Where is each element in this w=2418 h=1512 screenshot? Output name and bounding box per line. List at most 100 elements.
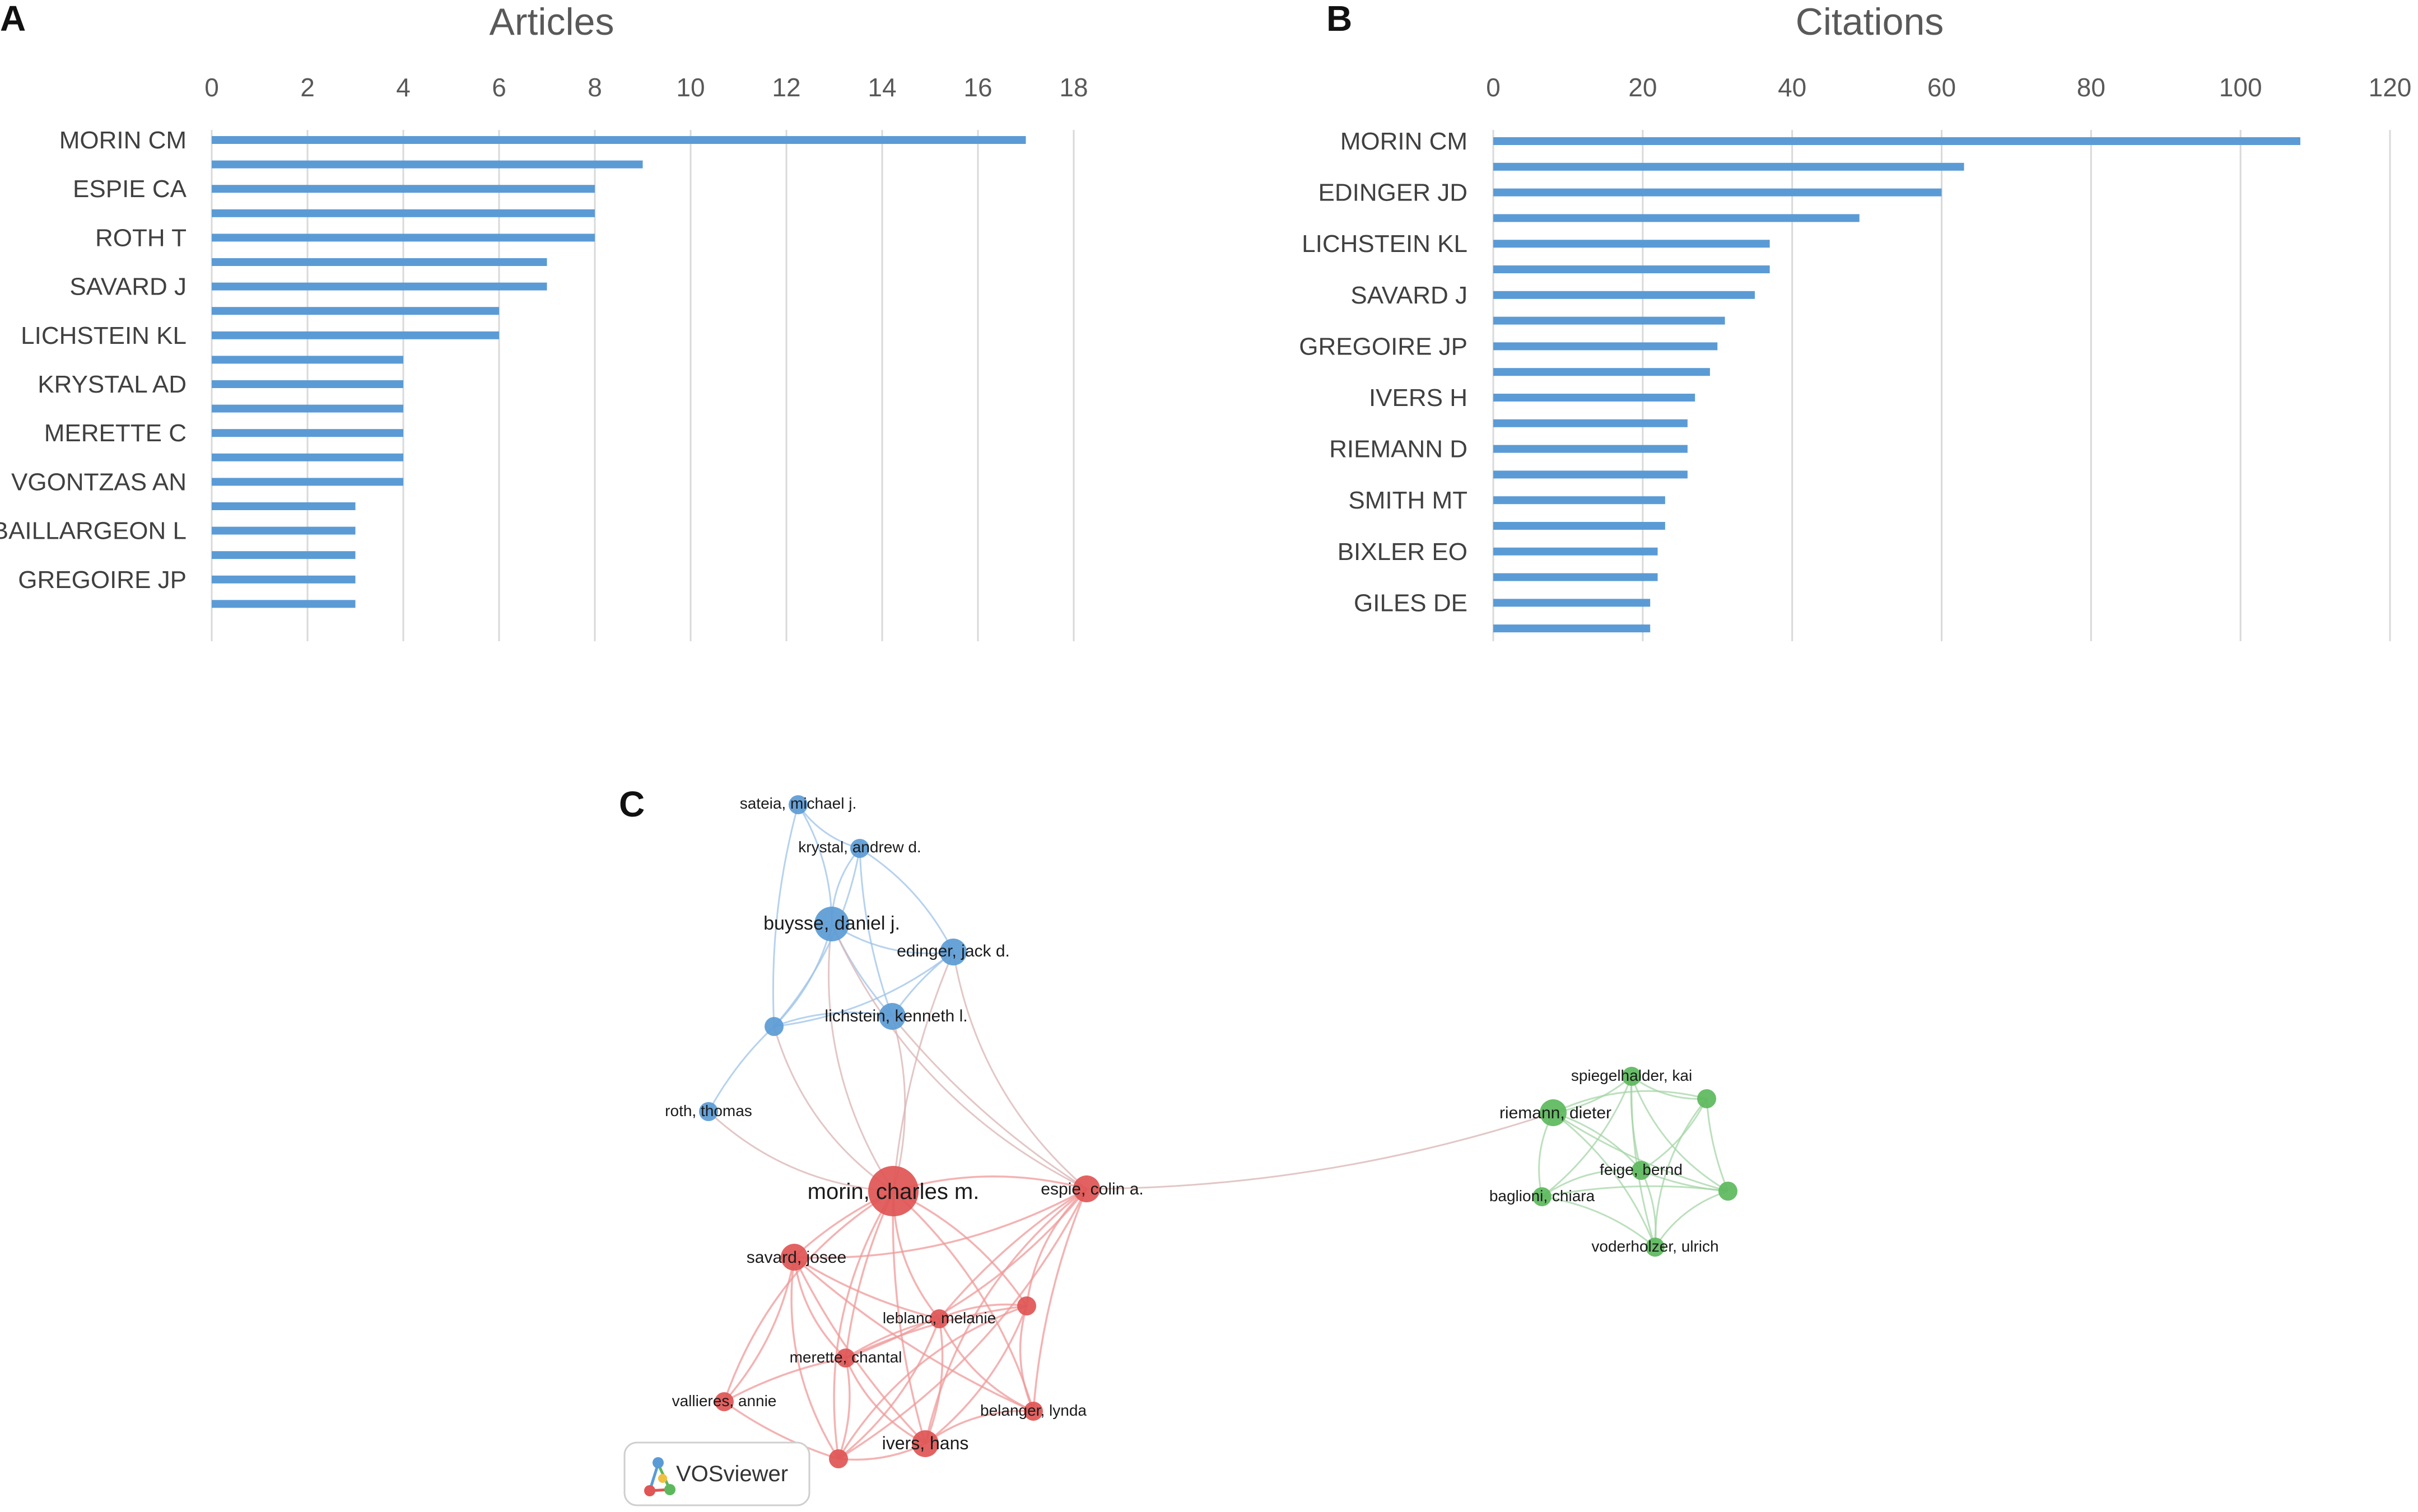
network-node-label: lichstein, kenneth l. [824,1007,967,1025]
citations-bar [1493,470,1688,479]
network-node [1718,1182,1737,1201]
citations-bar [1493,291,1755,299]
network-node-label: edinger, jack d. [897,942,1010,960]
network-node [781,1244,808,1271]
citations-bar [1493,624,1651,633]
articles-bar [212,478,403,486]
articles-category-label: VGONTZAS AN [11,468,187,496]
citations-x-tick-label: 100 [2219,73,2262,102]
network-edge [891,1016,1087,1190]
citations-chart-title: Citations [1796,1,1944,43]
network-node [789,795,808,814]
network-edge [723,1401,839,1460]
citations-bar [1493,547,1658,556]
network-edge [1553,1090,1707,1114]
network-edge [837,1357,851,1459]
articles-bar [212,282,547,291]
network-edge [1032,1188,1088,1412]
articles-chart: A Articles 0 2 4 6 8 10 12 14 16 18 MORIN CM ESPIE… [0,0,1088,641]
network-edge [892,1190,1035,1412]
coauthorship-network: C sateia, michael j. krystal, andrew d. bu… [619,784,1737,1506]
articles-bar [212,356,403,364]
articles-category-label: BAILLARGEON L [0,517,187,545]
network-node [879,1003,906,1030]
citations-bar [1493,445,1688,453]
articles-chart-title: Articles [490,1,614,43]
network-edge [1553,1112,1729,1192]
network-edge [938,1188,1087,1320]
network-edge [924,1410,1034,1445]
network-node [1017,1296,1036,1315]
citations-bar [1493,573,1658,581]
network-edge [952,951,1087,1190]
articles-category-label: MORIN CM [59,127,187,154]
articles-x-tick-label: 2 [300,73,315,102]
citations-x-tick-label: 40 [1778,73,1806,102]
articles-x-tick-label: 16 [963,73,992,102]
network-node [836,1348,855,1368]
citations-category-label: RIEMANN D [1329,436,1467,463]
network-edge [724,1357,846,1403]
articles-bar [212,136,1026,144]
network-node [1697,1089,1716,1108]
network-edge [833,1191,894,1459]
network-node [1024,1402,1043,1421]
articles-x-tick-label: 8 [588,73,602,102]
network-edge [707,1110,894,1192]
citations-bar [1493,522,1665,530]
network-edge [794,1256,940,1320]
network-node-label: merette, chantal [790,1348,902,1366]
citations-chart: B Citations 0 20 40 60 80 100 120 MORIN CM EDIN… [1299,0,2411,641]
network-node [715,1392,734,1411]
articles-bar [212,429,403,437]
network-node [1632,1161,1651,1180]
network-node [940,939,967,965]
network-node-label: leblanc, melanie [883,1309,996,1327]
articles-category-label: LICHSTEIN KL [21,322,187,349]
vosviewer-logo: VOSviewer [623,1441,810,1506]
articles-x-tick-label: 12 [772,73,800,102]
network-edge [845,1188,1088,1359]
network-node-label: espie, colin a. [1041,1180,1143,1198]
network-node-label: roth, thomas [665,1102,752,1119]
articles-category-label: SAVARD J [69,273,187,301]
network-edge [1026,1188,1088,1306]
panel-letter-b: B [1326,0,1352,39]
citations-category-label: SAVARD J [1350,282,1467,309]
network-edge [892,951,954,1192]
network-edge [772,804,799,1027]
citations-category-label: GREGOIRE JP [1299,333,1467,360]
network-edge [774,1011,893,1028]
network-node-label: feige, bernd [1600,1161,1683,1178]
network-node [1646,1238,1665,1257]
network-edge [1641,1098,1708,1172]
network-edge [1654,1190,1729,1248]
citations-bar [1493,316,1725,325]
network-node-label: voderholzer, ulrich [1591,1238,1718,1255]
network-node [1532,1187,1552,1206]
articles-x-tick-label: 14 [868,73,896,102]
network-edge [831,923,1087,1190]
network-edge [1541,1185,1729,1198]
network-node-label: sateia, michael j. [740,795,857,812]
citations-bar [1493,368,1710,376]
panel-letter-a: A [0,0,26,39]
articles-bar [212,502,356,510]
citations-bar [1493,419,1688,427]
network-edge [1640,1170,1657,1248]
network-node-label: savard, josee [747,1248,846,1267]
network-edge [845,1357,926,1445]
network-edge [924,1318,944,1444]
articles-bar [212,307,499,315]
network-edge [790,1257,840,1459]
network-node [912,1430,939,1457]
network-edge [892,1191,926,1444]
citations-category-label: MORIN CM [1340,128,1467,155]
articles-category-label: GREGOIRE JP [18,566,187,594]
network-node-label: baglioni, chiara [1489,1187,1595,1205]
network-edge [827,923,894,1192]
citations-bar [1493,188,1942,197]
network-node-label: ivers, hans [882,1433,969,1453]
network-edge [1541,1169,1642,1198]
